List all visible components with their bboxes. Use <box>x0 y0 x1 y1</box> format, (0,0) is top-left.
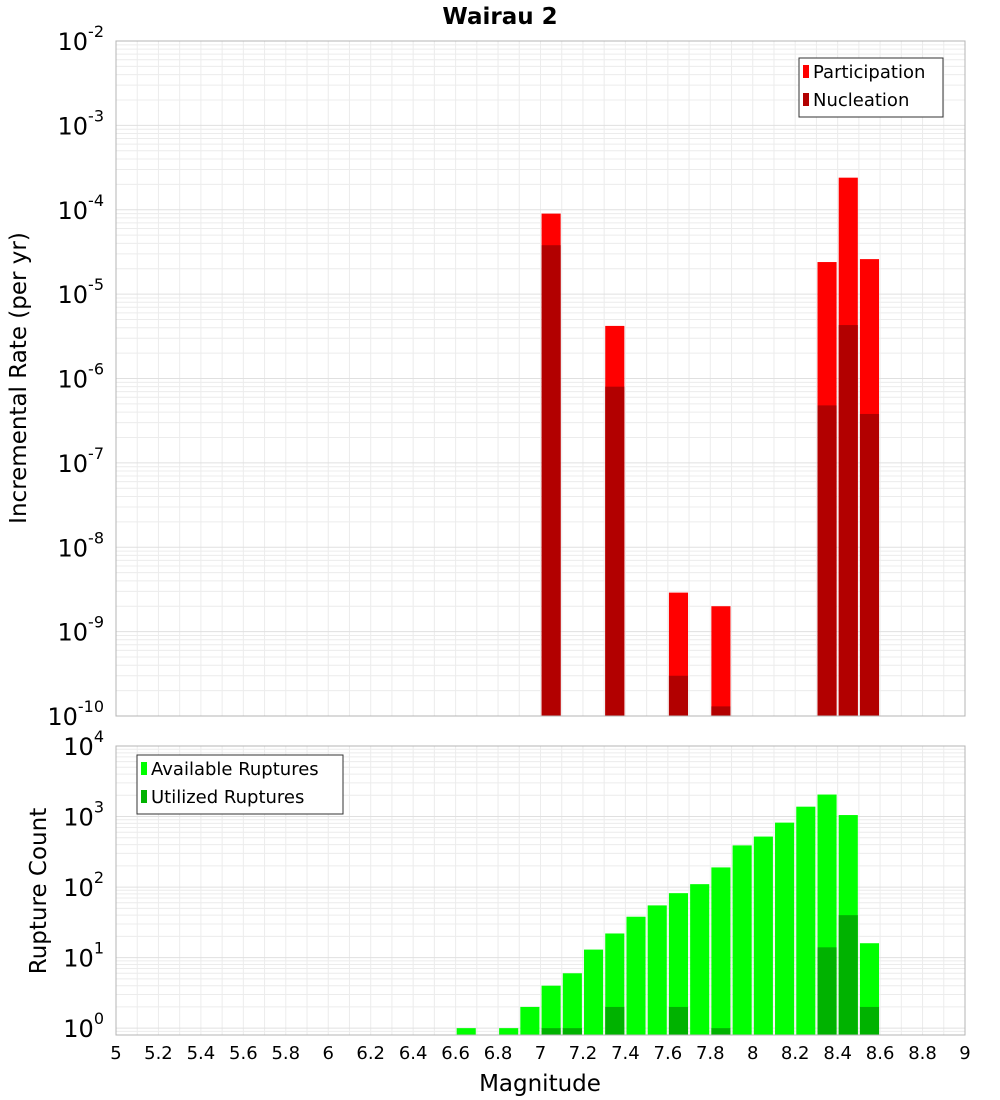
count-bar-a-0 <box>456 1028 476 1035</box>
bottom-panel-legend: Available Ruptures Utilized Ruptures <box>136 754 344 815</box>
x-tick-label-2: 5.4 <box>187 1043 216 1064</box>
count-bar-a-4 <box>562 973 582 1035</box>
rate-bar-b-4 <box>817 405 837 716</box>
count-bar-b-2 <box>605 1006 625 1035</box>
legend-label-1: Nucleation <box>813 90 909 111</box>
count-bar-a-8 <box>647 905 667 1035</box>
y-tick-label-8: 10-2 <box>58 22 105 56</box>
y-tick-label-1: 10-9 <box>58 613 105 647</box>
rate-bar-b-2 <box>668 675 689 716</box>
y-tick-label-4: 10-6 <box>58 360 105 394</box>
rate-bar-b-0 <box>541 245 561 717</box>
y-tick-label-3: 10-7 <box>58 444 105 478</box>
top-panel-frame <box>115 40 966 717</box>
bottom-panel-bars <box>456 794 880 1035</box>
x-tick-label-0: 5 <box>110 1043 121 1064</box>
bottom-panel-y-ticks: 100 101 102 103 104 <box>63 727 104 1043</box>
count-bar-a-3 <box>541 985 561 1035</box>
x-tick-label-11: 7.2 <box>569 1043 598 1064</box>
top-panel-grid <box>115 41 966 717</box>
x-tick-label-15: 8 <box>747 1043 758 1064</box>
count-bar-a-14 <box>775 822 795 1035</box>
rate-bar-b-1 <box>605 386 625 716</box>
rate-bar-b-5 <box>838 325 858 716</box>
count-bar-b-5 <box>817 947 837 1035</box>
x-axis-ticks: 5 5.2 5.4 5.6 5.8 6 6.2 6.4 6.6 6.8 7 7.2 7.4 7.6 7.8 8… <box>110 1043 970 1064</box>
count-bar-a-10 <box>690 884 710 1035</box>
top-panel-y-axis-label: Incremental Rate (per yr) <box>6 232 32 524</box>
rate-bar-a-3 <box>711 606 731 716</box>
bottom-panel-y-axis-label: Rupture Count <box>26 808 52 974</box>
x-tick-label-19: 8.8 <box>908 1043 937 1064</box>
x-tick-label-12: 7.4 <box>611 1043 640 1064</box>
top-panel-y-ticks: 10-10 10-9 10-8 10-7 10-6 10-5 10-4 10-3 10-2 <box>47 22 104 731</box>
y-tick-label-0: 100 <box>63 1009 104 1043</box>
x-tick-label-1: 5.2 <box>144 1043 173 1064</box>
legend-swatch-1 <box>141 790 147 803</box>
count-bar-a-7 <box>626 916 646 1035</box>
count-bar-b-4 <box>711 1028 731 1035</box>
count-bar-a-1 <box>499 1028 519 1035</box>
top-panel-legend: Participation Nucleation <box>798 57 944 118</box>
x-tick-label-7: 6.4 <box>399 1043 428 1064</box>
x-tick-label-6: 6.2 <box>356 1043 385 1064</box>
y-tick-label-5: 10-5 <box>58 275 105 309</box>
y-tick-label-6: 10-4 <box>58 191 105 225</box>
y-tick-label-3: 103 <box>63 798 104 832</box>
legend-box <box>136 754 344 815</box>
legend-label-0: Participation <box>813 62 925 83</box>
legend-box <box>798 57 944 118</box>
count-bar-a-15 <box>796 806 816 1035</box>
count-bar-a-9 <box>668 893 689 1035</box>
legend-label-1: Utilized Ruptures <box>151 787 304 808</box>
legend-label-0: Available Ruptures <box>151 759 319 780</box>
count-bar-b-3 <box>668 1006 689 1035</box>
count-bar-a-5 <box>584 949 604 1035</box>
x-tick-label-18: 8.6 <box>866 1043 895 1064</box>
count-bar-a-11 <box>711 867 731 1035</box>
legend-swatch-0 <box>141 762 147 775</box>
count-bar-a-12 <box>732 845 752 1035</box>
legend-swatch-0 <box>803 65 809 78</box>
x-tick-label-4: 5.8 <box>271 1043 300 1064</box>
bottom-panel-frame <box>115 745 966 1036</box>
y-tick-label-2: 10-8 <box>58 528 105 562</box>
x-tick-label-14: 7.8 <box>696 1043 725 1064</box>
x-tick-label-9: 6.8 <box>484 1043 513 1064</box>
y-tick-label-7: 10-3 <box>58 106 105 140</box>
count-bar-b-6 <box>838 915 858 1035</box>
count-bar-b-7 <box>859 1006 880 1035</box>
x-tick-label-17: 8.4 <box>823 1043 852 1064</box>
legend-swatch-1 <box>803 93 809 106</box>
rate-bar-b-3 <box>711 706 731 716</box>
count-bar-b-0 <box>541 1028 561 1035</box>
x-axis-label: Magnitude <box>479 1071 601 1097</box>
x-tick-label-8: 6.6 <box>441 1043 470 1064</box>
y-tick-label-2: 102 <box>63 868 104 902</box>
count-bar-a-2 <box>520 1006 540 1035</box>
count-bar-b-1 <box>562 1028 582 1035</box>
x-tick-label-20: 9 <box>959 1043 970 1064</box>
chart-title: Wairau 2 <box>442 4 557 30</box>
x-tick-label-5: 6 <box>323 1043 334 1064</box>
y-tick-label-0: 10-10 <box>47 697 104 731</box>
rate-bar-b-6 <box>859 413 880 716</box>
count-bar-a-13 <box>753 836 773 1035</box>
y-tick-label-4: 104 <box>63 727 104 761</box>
x-tick-label-3: 5.6 <box>229 1043 258 1064</box>
x-tick-label-13: 7.6 <box>654 1043 683 1064</box>
y-tick-label-1: 101 <box>63 939 104 973</box>
top-panel-bars <box>541 177 880 717</box>
x-tick-label-10: 7 <box>535 1043 546 1064</box>
x-tick-label-16: 8.2 <box>781 1043 810 1064</box>
